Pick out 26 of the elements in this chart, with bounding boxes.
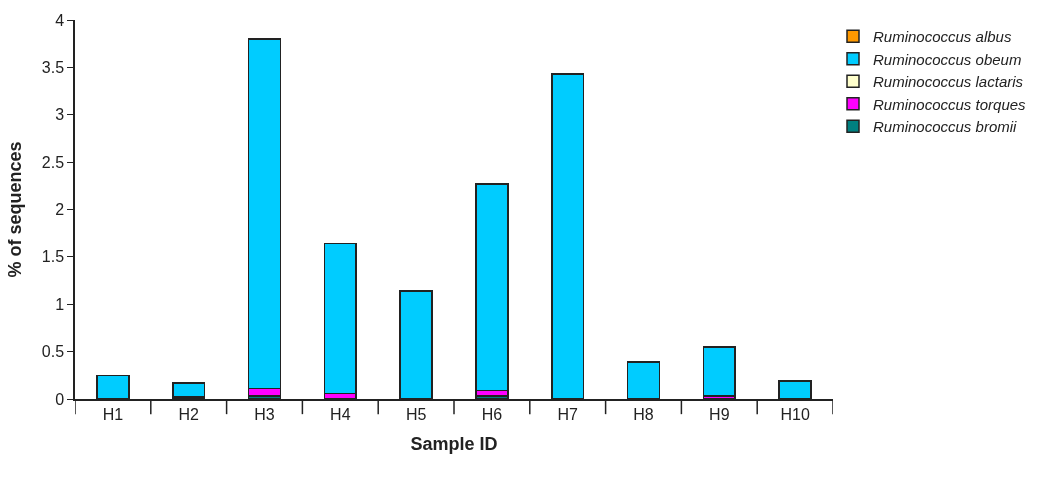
- y-tick-label: 0.5: [41, 343, 65, 361]
- x-tick-label: H6: [481, 405, 503, 423]
- y-tick-label: 1.5: [41, 248, 65, 266]
- x-tick-label: H7: [557, 405, 579, 423]
- y-tick-label: 3.5: [41, 58, 65, 76]
- y-tick-label: 4: [55, 11, 65, 29]
- x-tick-label: H9: [709, 405, 730, 423]
- legend-label: Ruminococcus bromii: [873, 118, 1018, 136]
- x-tick-label: H2: [178, 405, 200, 423]
- x-tick-label: H10: [780, 405, 810, 423]
- y-tick-label: 1: [55, 295, 65, 313]
- legend-label: Ruminococcus lactaris: [873, 73, 1024, 91]
- legend-label: Ruminococcus obeum: [873, 50, 1022, 68]
- x-axis-title: Sample ID: [410, 433, 498, 454]
- x-tick-label: H3: [254, 405, 275, 423]
- legend-label: Ruminococcus albus: [873, 28, 1012, 46]
- y-tick-label: 2: [55, 201, 65, 219]
- y-tick-label: 2.5: [41, 153, 65, 171]
- x-tick-label: H8: [633, 405, 654, 423]
- x-tick-label: H5: [405, 405, 427, 423]
- y-axis-title: % of sequences: [5, 141, 26, 278]
- y-tick-label: 0: [55, 390, 65, 408]
- y-tick-label: 3: [55, 106, 65, 124]
- legend-label: Ruminococcus torques: [873, 95, 1027, 113]
- x-tick-label: H4: [330, 405, 351, 423]
- x-tick-label: H1: [102, 405, 124, 423]
